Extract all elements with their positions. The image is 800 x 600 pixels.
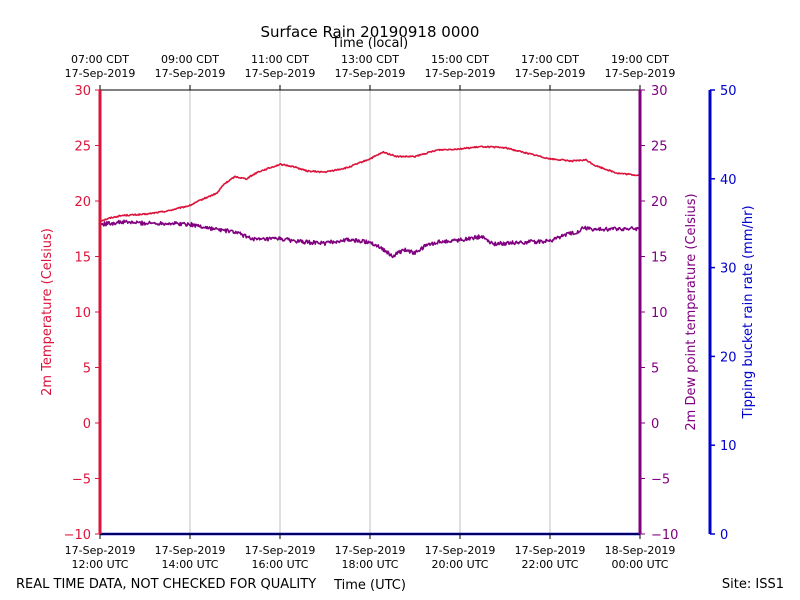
top-tick-label-date: 17-Sep-2019 bbox=[65, 67, 136, 80]
y-right-tick-label: 0 bbox=[651, 417, 659, 432]
x-tick-label-time: 16:00 UTC bbox=[251, 558, 308, 571]
y-left-tick-label: −10 bbox=[64, 528, 91, 543]
top-tick-label-date: 17-Sep-2019 bbox=[245, 67, 316, 80]
y-left-tick-label: 0 bbox=[83, 417, 91, 432]
x-tick-label-time: 18:00 UTC bbox=[341, 558, 398, 571]
footer-quality-note: REAL TIME DATA, NOT CHECKED FOR QUALITY bbox=[16, 577, 316, 592]
x-tick-label-date: 17-Sep-2019 bbox=[335, 544, 406, 557]
series-line-2m-dew-point-temperature bbox=[99, 219, 641, 259]
y-far-right-tick-label: 0 bbox=[720, 528, 728, 543]
y-right-tick-label: 20 bbox=[651, 195, 668, 210]
top-tick-label-time: 19:00 CDT bbox=[611, 53, 669, 66]
x-axis-label: Time (UTC) bbox=[333, 578, 406, 593]
top-tick-label-time: 15:00 CDT bbox=[431, 53, 489, 66]
y-left-tick-label: 30 bbox=[74, 84, 91, 99]
y-axis-label-far-right: Tipping bucket rain rate (mm/hr) bbox=[741, 205, 756, 419]
x-tick-label-time: 00:00 UTC bbox=[611, 558, 668, 571]
y-right-tick-label: 25 bbox=[651, 140, 668, 155]
top-tick-label-time: 09:00 CDT bbox=[161, 53, 219, 66]
y-left-tick-label: 15 bbox=[74, 251, 91, 266]
top-tick-label-date: 17-Sep-2019 bbox=[425, 67, 496, 80]
top-tick-label-time: 13:00 CDT bbox=[341, 53, 399, 66]
top-tick-label-date: 17-Sep-2019 bbox=[155, 67, 226, 80]
y-left-tick-label: 25 bbox=[74, 140, 91, 155]
chart-title: Surface Rain 20190918 0000 bbox=[261, 23, 480, 41]
y-far-right-tick-label: 40 bbox=[720, 173, 737, 188]
x-tick-label-date: 17-Sep-2019 bbox=[515, 544, 586, 557]
y-left-tick-label: 10 bbox=[74, 306, 91, 321]
series-line-2m-temperature bbox=[99, 145, 641, 222]
x-tick-label-date: 17-Sep-2019 bbox=[245, 544, 316, 557]
y-right-tick-label: 30 bbox=[651, 84, 668, 99]
y-right-tick-label: 15 bbox=[651, 251, 668, 266]
top-tick-label-date: 17-Sep-2019 bbox=[515, 67, 586, 80]
y-right-tick-label: 5 bbox=[651, 362, 659, 377]
x-tick-label-time: 22:00 UTC bbox=[521, 558, 578, 571]
x-tick-label-time: 12:00 UTC bbox=[71, 558, 128, 571]
y-axis-label-left: 2m Temperature (Celsius) bbox=[40, 228, 55, 396]
top-tick-label-time: 17:00 CDT bbox=[521, 53, 579, 66]
footer-site: Site: ISS1 bbox=[722, 577, 784, 592]
y-left-tick-label: −5 bbox=[72, 473, 91, 488]
top-tick-label-time: 11:00 CDT bbox=[251, 53, 309, 66]
x-tick-label-date: 18-Sep-2019 bbox=[605, 544, 676, 557]
y-far-right-tick-label: 10 bbox=[720, 439, 737, 454]
gridlines bbox=[189, 90, 551, 534]
y-right-tick-label: −10 bbox=[651, 528, 678, 543]
top-tick-label-date: 17-Sep-2019 bbox=[605, 67, 676, 80]
y-right-tick-label: −5 bbox=[651, 473, 670, 488]
y-far-right-tick-label: 30 bbox=[720, 262, 737, 277]
y-far-right-tick-label: 50 bbox=[720, 84, 737, 99]
y-far-right-tick-label: 20 bbox=[720, 350, 737, 365]
y-right-tick-label: 10 bbox=[651, 306, 668, 321]
top-axis-label: Time (local) bbox=[331, 36, 408, 51]
x-tick-label-time: 20:00 UTC bbox=[431, 558, 488, 571]
x-tick-label-date: 17-Sep-2019 bbox=[155, 544, 226, 557]
x-tick-label-date: 17-Sep-2019 bbox=[65, 544, 136, 557]
y-axis-label-right: 2m Dew point temperature (Celsius) bbox=[684, 193, 699, 430]
top-tick-label-time: 07:00 CDT bbox=[71, 53, 129, 66]
y-left-tick-label: 20 bbox=[74, 195, 91, 210]
x-tick-label-time: 14:00 UTC bbox=[161, 558, 218, 571]
top-tick-label-date: 17-Sep-2019 bbox=[335, 67, 406, 80]
x-tick-label-date: 17-Sep-2019 bbox=[425, 544, 496, 557]
y-left-tick-label: 5 bbox=[83, 362, 91, 377]
